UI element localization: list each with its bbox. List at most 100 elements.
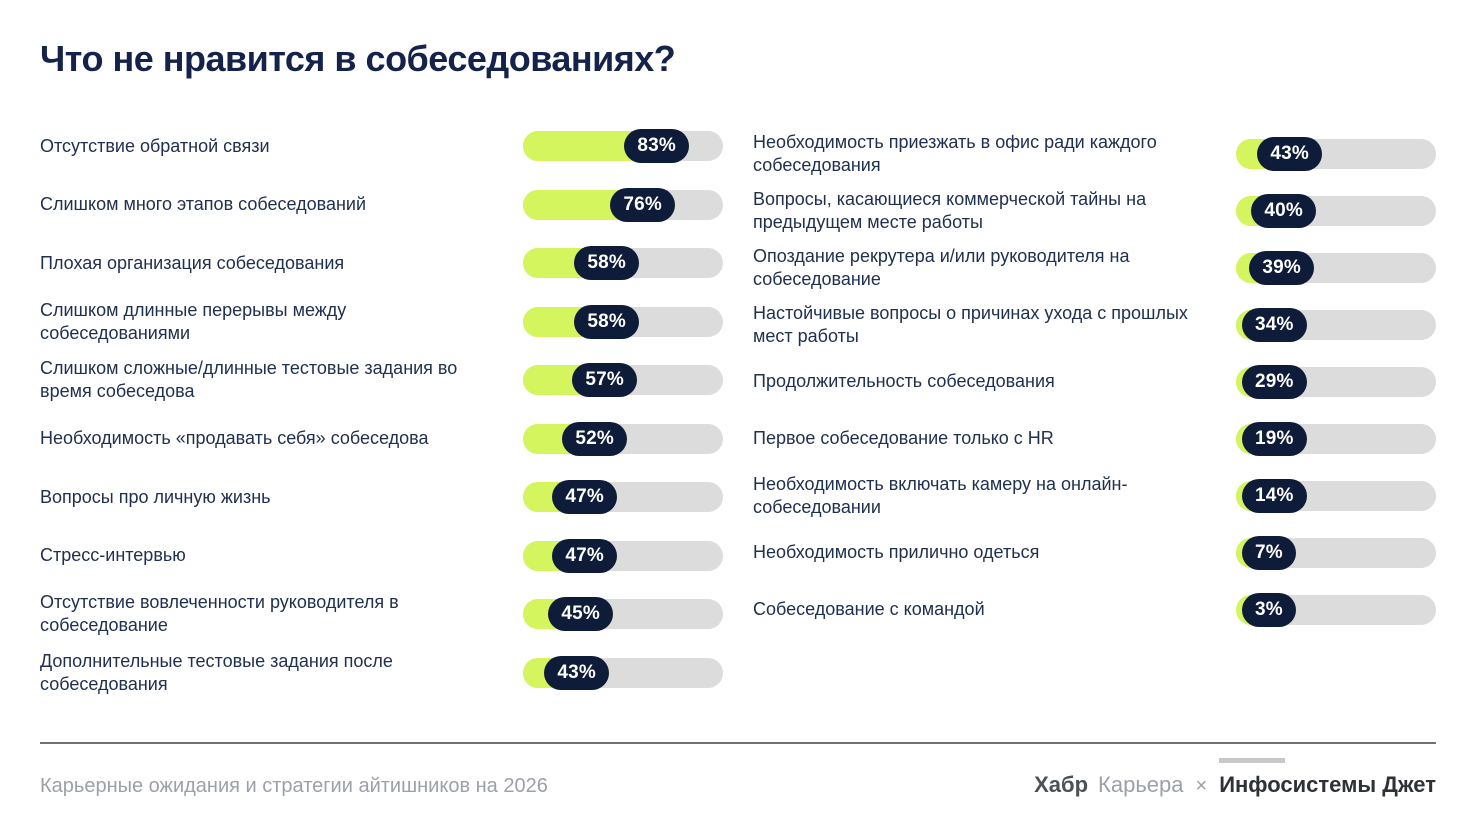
- bar-label: Слишком сложные/длинные тестовые задания…: [40, 358, 458, 402]
- chart-row: Необходимость «продавать себя» собеседов…: [40, 410, 723, 469]
- chart-row: Слишком длинные перерывы между собеседов…: [40, 293, 723, 352]
- chart-row: Дополнительные тестовые задания после со…: [40, 644, 723, 703]
- bars-column-right: Необходимость приезжать в офис ради кажд…: [753, 117, 1436, 702]
- bar-value-badge: 45%: [548, 597, 613, 632]
- bar-fill: 58%: [523, 304, 639, 339]
- bar-track: 83%: [523, 129, 723, 164]
- bar-value-badge: 3%: [1242, 592, 1296, 627]
- bar-track: 47%: [523, 538, 723, 573]
- bar-track: 76%: [523, 187, 723, 222]
- chart-row: Настойчивые вопросы о причинах ухода с п…: [753, 296, 1436, 353]
- habr-logo-light: Карьера: [1098, 772, 1184, 797]
- bar-label: Необходимость приезжать в офис ради кажд…: [753, 131, 1157, 175]
- bar-track: 29%: [1236, 364, 1436, 399]
- bar-track: 45%: [523, 597, 723, 632]
- bar-value-badge: 76%: [610, 187, 675, 222]
- bar-fill: 57%: [523, 363, 637, 398]
- chart-row: Опоздание рекрутера и/или руководителя н…: [753, 239, 1436, 296]
- chart-row: Плохая организация собеседования 58%: [40, 234, 723, 293]
- footer: Карьерные ожидания и стратегии айтишнико…: [40, 742, 1436, 798]
- chart-row: Слишком много этапов собеседований 76%: [40, 176, 723, 235]
- chart-row: Необходимость включать камеру на онлайн-…: [753, 467, 1436, 524]
- bar-label: Вопросы, касающиеся коммерческой тайны н…: [753, 188, 1147, 232]
- chart-row: Продолжительность собеседования 29%: [753, 353, 1436, 410]
- bar-value-badge: 57%: [572, 363, 637, 398]
- bar-value-badge: 58%: [574, 246, 639, 281]
- footer-divider: [40, 742, 1436, 744]
- bar-value-badge: 43%: [1257, 136, 1322, 171]
- bar-fill: 19%: [1236, 421, 1307, 456]
- bar-value-badge: 19%: [1242, 421, 1307, 456]
- bar-value-badge: 47%: [552, 538, 617, 573]
- bar-track: 40%: [1236, 193, 1436, 228]
- bar-track: 39%: [1236, 250, 1436, 285]
- bar-label: Собеседование с командой: [753, 599, 985, 619]
- bar-label: Отсутствие обратной связи: [40, 135, 270, 156]
- bar-value-badge: 29%: [1242, 364, 1307, 399]
- bar-fill: 58%: [523, 246, 639, 281]
- jet-logo-text: Инфосистемы Джет: [1219, 772, 1436, 797]
- bar-label: Отсутствие вовлеченности руководителя в …: [40, 592, 399, 636]
- bar-value-badge: 47%: [552, 480, 617, 515]
- bar-fill: 7%: [1236, 535, 1296, 570]
- chart-row: Необходимость прилично одеться 7%: [753, 524, 1436, 581]
- bar-value-badge: 34%: [1242, 307, 1307, 342]
- chart-row: Стресс-интервью 47%: [40, 527, 723, 586]
- bar-track: 7%: [1236, 535, 1436, 570]
- bar-fill: 47%: [523, 538, 617, 573]
- chart-row: Вопросы про личную жизнь 47%: [40, 468, 723, 527]
- bar-label: Необходимость прилично одеться: [753, 542, 1040, 562]
- bars-column-left: Отсутствие обратной связи 83% Слишком мн…: [40, 117, 723, 702]
- bar-track: 57%: [523, 363, 723, 398]
- bar-label: Необходимость включать камеру на онлайн-…: [753, 473, 1128, 517]
- collab-x-separator: ×: [1195, 775, 1208, 797]
- bar-label: Вопросы про личную жизнь: [40, 486, 271, 507]
- bar-track: 43%: [1236, 136, 1436, 171]
- bar-fill: 47%: [523, 480, 617, 515]
- chart-row: Отсутствие обратной связи 83%: [40, 117, 723, 176]
- bar-value-badge: 7%: [1242, 535, 1296, 570]
- jet-logo-line: [1219, 758, 1286, 763]
- chart-row: Необходимость приезжать в офис ради кажд…: [753, 125, 1436, 182]
- footer-row: Карьерные ожидания и стратегии айтишнико…: [40, 758, 1436, 798]
- page-title: Что не нравится в собеседованиях?: [40, 38, 676, 79]
- bar-value-badge: 58%: [574, 304, 639, 339]
- chart-row: Собеседование с командой 3%: [753, 581, 1436, 638]
- bar-track: 43%: [523, 655, 723, 690]
- bar-label: Настойчивые вопросы о причинах ухода с п…: [753, 302, 1188, 346]
- brand-logos: Хабр Карьера × Инфосистемы Джет: [1034, 758, 1436, 798]
- bar-track: 14%: [1236, 478, 1436, 513]
- bar-fill: 34%: [1236, 307, 1307, 342]
- bar-fill: 39%: [1236, 250, 1314, 285]
- bar-track: 58%: [523, 304, 723, 339]
- bar-label: Опоздание рекрутера и/или руководителя н…: [753, 245, 1130, 289]
- bar-track: 52%: [523, 421, 723, 456]
- bar-track: 3%: [1236, 592, 1436, 627]
- bar-label: Дополнительные тестовые задания после со…: [40, 650, 393, 694]
- chart-columns: Отсутствие обратной связи 83% Слишком мн…: [40, 117, 1436, 702]
- bar-value-badge: 52%: [562, 421, 627, 456]
- bar-value-badge: 43%: [544, 655, 609, 690]
- bar-fill: 43%: [1236, 136, 1322, 171]
- chart-row: Отсутствие вовлеченности руководителя в …: [40, 585, 723, 644]
- chart-row: Вопросы, касающиеся коммерческой тайны н…: [753, 182, 1436, 239]
- bar-label: Слишком много этапов собеседований: [40, 194, 367, 215]
- bar-fill: 52%: [523, 421, 627, 456]
- bar-fill: 43%: [523, 655, 609, 690]
- bar-fill: 83%: [523, 129, 689, 164]
- habr-logo-bold: Хабр: [1034, 772, 1089, 797]
- bar-label: Стресс-интервью: [40, 545, 186, 566]
- bar-value-badge: 39%: [1249, 250, 1314, 285]
- bar-value-badge: 14%: [1242, 478, 1307, 513]
- bar-track: 47%: [523, 480, 723, 515]
- bar-label: Слишком длинные перерывы между собеседов…: [40, 299, 347, 343]
- bar-track: 19%: [1236, 421, 1436, 456]
- bar-label: Продолжительность собеседования: [753, 371, 1055, 391]
- bar-fill: 29%: [1236, 364, 1307, 399]
- bar-label: Плохая организация собеседования: [40, 252, 345, 273]
- bar-label: Первое собеседование только с HR: [753, 428, 1054, 448]
- bar-label: Необходимость «продавать себя» собеседов…: [40, 428, 429, 449]
- bar-value-badge: 40%: [1251, 193, 1316, 228]
- bar-fill: 76%: [523, 187, 675, 222]
